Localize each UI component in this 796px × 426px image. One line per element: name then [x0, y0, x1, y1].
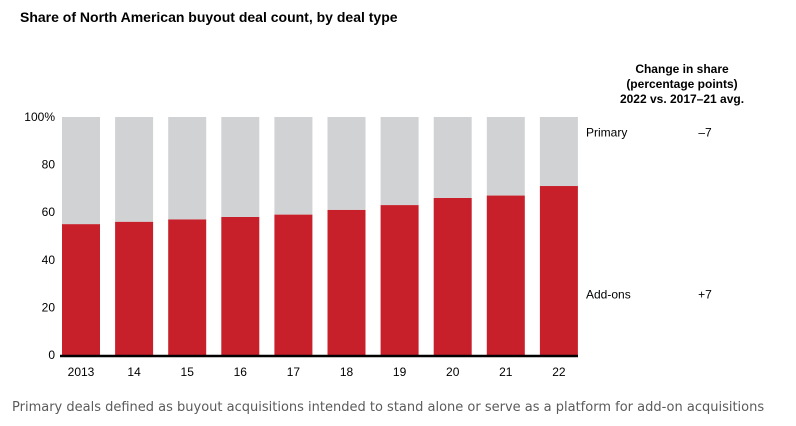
change-header-line-3: 2022 vs. 2017–21 avg.: [619, 92, 745, 106]
y-tick-label: 60: [42, 205, 56, 219]
stacked-bar-chart: 0 20 40 60 80 100% 2013 14 15 16 17 18 19 20 21 22 Prima…: [24, 110, 712, 379]
bar-primary: [433, 117, 472, 198]
bar-add-ons: [168, 219, 207, 355]
x-tick-label: 14: [127, 365, 141, 379]
bar-add-ons: [486, 195, 525, 355]
change-in-share-header: Change in share (percentage points) 2022…: [602, 62, 762, 107]
change-value: –7: [698, 125, 712, 139]
bar-primary: [274, 117, 313, 215]
bar-primary: [327, 117, 366, 210]
bar-primary: [486, 117, 525, 196]
bar-add-ons: [433, 197, 472, 355]
footnote-caption: Primary deals defined as buyout acquisit…: [12, 400, 765, 415]
change-header-line-1: Change in share: [635, 62, 729, 76]
bar-primary: [62, 117, 100, 225]
x-tick-label: 2013: [68, 365, 95, 379]
bar-primary: [380, 117, 419, 206]
bar-add-ons: [62, 224, 100, 355]
chart-title: Share of North American buyout deal coun…: [20, 9, 398, 25]
x-tick-label: 15: [181, 365, 195, 379]
x-tick-label: 16: [234, 365, 248, 379]
y-tick-label: 100%: [24, 110, 55, 124]
y-tick-label: 40: [42, 253, 56, 267]
bar-primary: [168, 117, 207, 220]
x-tick-label: 17: [287, 365, 301, 379]
x-tick-label: 22: [552, 365, 566, 379]
bar-primary: [221, 117, 260, 217]
y-tick-label: 80: [42, 158, 56, 172]
bar-add-ons: [115, 221, 154, 355]
x-tick-label: 19: [393, 365, 407, 379]
x-tick-label: 21: [499, 365, 513, 379]
y-tick-label: 0: [48, 348, 55, 362]
bar-add-ons: [539, 186, 578, 355]
bar-add-ons: [327, 209, 366, 355]
x-tick-label: 20: [446, 365, 460, 379]
bar-add-ons: [221, 216, 260, 355]
bar-primary: [539, 117, 578, 187]
bar-add-ons: [274, 214, 313, 355]
x-tick-label: 18: [340, 365, 354, 379]
change-value: +7: [698, 287, 712, 301]
series-label: Add-ons: [586, 287, 631, 301]
bar-primary: [115, 117, 154, 222]
series-label: Primary: [586, 125, 627, 139]
change-header-line-2: (percentage points): [626, 77, 738, 91]
y-tick-label: 20: [42, 300, 56, 314]
bar-add-ons: [380, 205, 419, 355]
